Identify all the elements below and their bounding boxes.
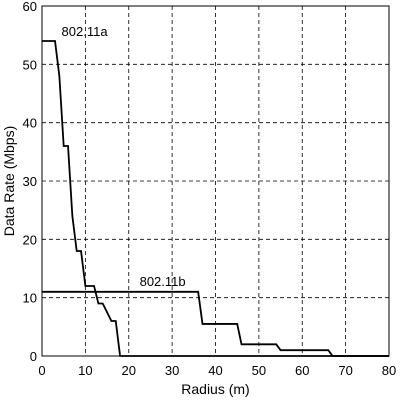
- y-tick-label: 0: [30, 349, 37, 364]
- y-tick-label: 10: [23, 291, 37, 306]
- x-tick-label: 40: [208, 363, 222, 378]
- y-tick-label: 30: [23, 174, 37, 189]
- x-axis-label: Radius (m): [181, 381, 249, 397]
- y-tick-label: 50: [23, 57, 37, 72]
- x-tick-label: 60: [295, 363, 309, 378]
- x-tick-label: 0: [38, 363, 45, 378]
- x-tick-labels: 0 10 20 30 40 50 60 70 80: [38, 363, 396, 378]
- plot-frame: [41, 5, 390, 357]
- y-tick-label: 40: [23, 116, 37, 131]
- x-tick-label: 50: [252, 363, 266, 378]
- y-tick-label: 20: [23, 232, 37, 247]
- series-label-802-11a: 802.11a: [62, 24, 109, 39]
- series-label-802-11b: 802.11b: [140, 274, 186, 289]
- x-tick-label: 30: [165, 363, 179, 378]
- x-tick-label: 70: [338, 363, 352, 378]
- y-tick-label: 60: [23, 0, 37, 14]
- x-tick-label: 10: [78, 363, 92, 378]
- series-line-0: [42, 40, 389, 357]
- x-tick-label: 80: [382, 363, 396, 378]
- x-tick-label: 20: [122, 363, 136, 378]
- grid-lines: [42, 6, 389, 356]
- series-line-1: [42, 290, 389, 357]
- y-tick-labels: 0 10 20 30 40 50 60: [23, 0, 37, 364]
- y-axis-label: Data Rate (Mbps): [1, 126, 17, 236]
- series-lines: [42, 40, 389, 357]
